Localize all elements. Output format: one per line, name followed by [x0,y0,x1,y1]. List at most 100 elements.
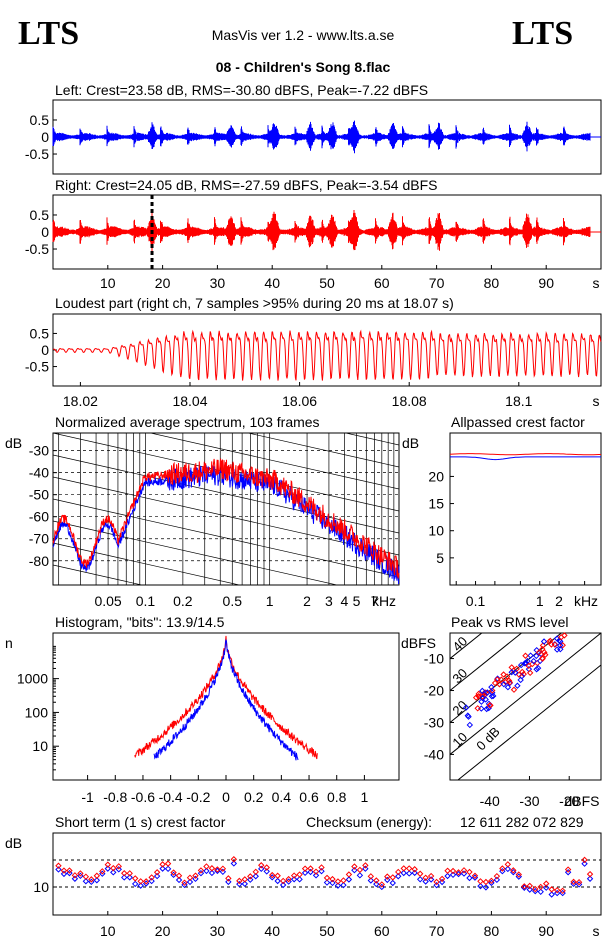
peak-rms-point-left [533,666,540,673]
short-term-crest-point-right [225,875,232,882]
peak-vs-rms-xunit: dBFS [564,793,599,809]
short-term-crest-point-left [110,869,117,876]
short-term-crest-point-left [389,879,396,887]
short-term-crest-point-left [422,878,429,885]
short-term-crest-point-right [384,873,391,880]
short-term-crest-point-left [351,866,358,874]
ytick-label: 5 [436,550,444,566]
short-term-crest-point-right [142,878,150,885]
peak-rms-point-left [479,687,486,695]
peak-vs-rms-yticks: -10 -20 -30 -40 [424,651,454,762]
short-term-crest-point-left [362,865,369,872]
short-term-crest-point-left [395,873,402,880]
short-term-crest-point-left [290,876,298,883]
short-term-crest-point-left [356,872,364,879]
spectrum-yticks: -30 -40 -50 -60 -70 -80 [29,443,57,569]
peak-rms-point-left [514,682,521,689]
short-term-crest-point-right [186,874,194,881]
short-term-crest-point-right [137,878,144,885]
short-term-crest-point-right [351,863,358,870]
short-term-crest-point-right [274,872,281,879]
short-term-crest-point-left [411,869,418,877]
peak-rms-point-right [522,652,529,659]
xtick-label: 0.2 [173,593,193,609]
short-term-crest-point-right [416,870,424,877]
short-term-crest-point-right [581,856,588,864]
crest-diagonal-label: 40 [449,633,470,654]
short-term-crest-point-left [225,878,232,886]
xtick-label: 0.05 [94,593,121,609]
short-term-crest-point-right [537,883,544,891]
histogram-panel: Histogram, "bits": 13.9/14.5 n 100010010… [5,614,400,805]
short-term-crest-point-right [444,867,451,874]
short-term-crest-point-right [104,861,112,868]
peak-rms-point-right [503,673,511,680]
short-term-crest-point-left [416,876,424,883]
spectrum-ylabel: dB [5,435,22,451]
short-term-crest-point-right [329,875,336,883]
short-term-crest-point-right [318,864,325,871]
short-term-crest-point-left [104,865,112,872]
xtick-label: 50 [319,923,335,939]
short-term-crest-point-right [367,873,375,880]
short-term-crest-point-left [241,880,249,888]
peak-rms-point-right [498,676,505,683]
xtick-label: 70 [429,275,445,291]
spectrum-diag [53,564,144,585]
peak-rms-point-right [535,649,543,656]
spectrum-xunit: kHz [372,593,396,609]
file-title: 08 - Children's Song 8.flac [216,59,391,75]
short-term-crest-point-right [334,878,342,885]
short-term-crest-point-right [301,865,309,872]
short-term-crest-point-right [532,885,539,893]
short-term-crest-xunit: s [593,923,600,939]
short-term-crest-point-right [510,867,517,874]
xtick-label: -0.2 [186,789,210,805]
ytick-label: -0.5 [25,146,49,162]
short-term-crest-point-left [449,871,457,879]
ytick-label: -30 [424,714,444,730]
xtick-label: 70 [429,923,445,939]
short-term-crest-point-right [82,873,90,880]
peak-rms-point-left [530,657,537,665]
short-term-crest-point-right [553,886,561,894]
xtick-label: 80 [484,275,500,291]
xtick-label: -0.8 [103,789,127,805]
short-term-crest-point-right [482,878,490,886]
short-term-crest-point-left [526,886,533,893]
short-term-crest-point-left [427,876,435,883]
short-term-crest-yticks: 10 [33,879,57,895]
peak-rms-point-right [472,694,480,701]
short-term-crest-point-left [148,877,155,885]
xtick-label: 18.1 [505,393,532,409]
short-term-crest-point-left [99,870,106,877]
xtick-label: 2 [555,593,563,609]
histogram-left-line [153,638,299,761]
short-term-crest-point-right [153,869,161,876]
short-term-crest-point-left [137,882,144,889]
peak-rms-point-left [512,669,519,676]
xtick-label: 60 [374,275,390,291]
short-term-crest-point-right [290,872,298,879]
loudest-part-panel: Loudest part (right ch, 7 samples >95% d… [25,295,602,409]
peak-rms-point-left [488,693,496,700]
short-term-crest-point-left [466,874,473,882]
left-waveform-panel: Left: Crest=23.58 dB, RMS=-30.80 dBFS, P… [25,82,602,175]
ytick-label: 20 [428,468,444,484]
short-term-crest-point-right [438,875,446,883]
short-term-crest-point-left [274,877,281,885]
peak-rms-point-right [541,649,548,656]
xtick-label: 1 [361,789,369,805]
peak-rms-point-left [462,704,470,711]
short-term-crest-point-left [455,870,462,878]
short-term-crest-point-left [219,868,227,876]
ytick-label: 100 [25,704,49,720]
short-term-crest-xticks: 10 20 30 40 50 60 70 80 90 [100,911,554,939]
short-term-crest-point-right [373,877,380,884]
xtick-label: 30 [210,923,226,939]
short-term-crest-point-left [482,884,490,891]
short-term-crest-point-right [586,870,594,878]
short-term-crest-ylabel: dB [5,835,22,851]
peak-rms-point-left [478,698,485,705]
